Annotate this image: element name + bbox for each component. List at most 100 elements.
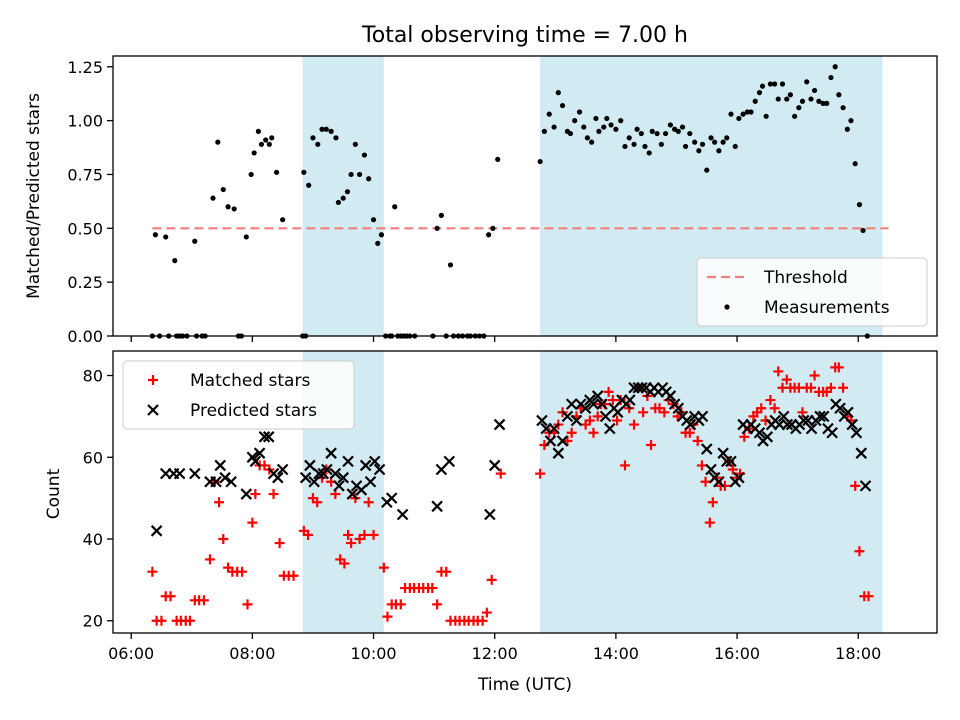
predicted-stars-point [672,402,685,414]
matched-stars-point [588,427,599,438]
x-tick-label: 14:00 [593,644,639,663]
measurement-point [763,113,769,119]
matched-stars-point [696,460,707,471]
measurement-point [642,143,648,150]
x-axis-label: Time (UTC) [477,675,572,695]
measurement-point [243,234,249,240]
x-tick-label: 08:00 [229,644,275,663]
measurement-point [740,111,746,117]
predicted-stars-point [333,480,345,492]
matched-stars-point [198,595,209,606]
matched-stars-point [566,427,577,438]
measurement-point [748,109,754,115]
predicted-stars-point [565,398,578,410]
measurement-point [675,128,681,134]
measurement-point [352,141,358,147]
bottom-panel: 20 40 60 80 06:00 08:00 10:00 12:00 14:00 16:00 18… [83,350,938,663]
matched-stars-point [184,615,195,626]
matched-stars-point [700,476,711,487]
predicted-stars-point [826,426,838,439]
measurement-point [438,212,444,218]
predicted-stars-point [725,455,737,468]
measurement-point [816,98,822,104]
measurement-point [601,124,607,130]
predicted-stars-point [364,476,377,488]
measurement-point [767,81,773,87]
matched-stars-point [395,599,406,610]
y-tick-label: 1.00 [67,112,103,131]
measurement-point [486,232,492,238]
measurement-point [796,105,802,111]
predicted-stars-point [443,455,456,468]
measurement-point [732,143,738,150]
matched-stars-point [486,574,497,585]
y-tick-label: 0.00 [67,327,103,346]
predicted-stars-point [150,525,163,537]
measurement-point [306,182,312,188]
measurement-point [559,102,566,109]
matched-stars-point [165,591,176,602]
matched-stars-point [346,538,357,549]
matched-stars-point [863,591,874,602]
measurement-point [775,96,781,102]
predicted-stars-point [225,476,237,488]
measurement-point [654,130,660,137]
x-tick-label: 16:00 [714,644,760,663]
predicted-stars-point [484,508,496,521]
measurement-point [712,139,718,145]
predicted-stars-point [664,390,677,402]
measurement-point [392,204,398,210]
matched-stars-point [247,517,258,528]
matched-stars-point [147,566,158,577]
measurement-point [172,258,178,264]
legend-label: Predicted stars [190,401,317,421]
matched-stars-point [646,440,657,450]
measurement-point [631,141,637,147]
top-panel: 0.00 0.25 0.50 0.75 1.00 1.25 Threshold Measure… [67,55,938,346]
matched-stars-point [481,607,492,618]
measurement-point [220,186,226,193]
predicted-stars-point [299,471,312,484]
measurement-point [812,87,818,94]
matched-stars-point [825,382,836,393]
predicted-stars-point [313,467,325,480]
predicted-stars-point [240,488,253,500]
matched-stars-point [629,419,640,430]
predicted-stars-point [249,455,262,468]
measurement-point [323,126,329,132]
predicted-stars-point [696,410,709,423]
predicted-stars-point [253,447,266,459]
y-tick-label: 0.50 [67,219,103,238]
axes-frame [112,55,938,337]
measurement-point [546,111,552,117]
measurement-point [852,161,858,167]
measurement-point [752,98,758,104]
measurement-point [840,105,846,111]
measurement-point [744,109,750,115]
predicted-stars-point [834,402,846,414]
measurement-point [319,126,325,132]
matched-stars-point [612,415,623,426]
measurement-point [787,92,793,98]
matched-stars-point [809,370,820,381]
measurement-point [608,122,614,128]
predicted-stars-point [189,467,201,480]
measurement-point [799,98,806,104]
measurement-point [375,240,381,246]
measurement-point [704,167,710,173]
predicted-stars-point [488,459,501,472]
matched-stars-point [312,497,323,508]
predicted-stars-point [781,418,794,431]
matched-stars-point [378,562,389,573]
matched-stars-point [382,611,393,622]
matched-stars-point [288,570,299,581]
measurement-point [736,115,742,122]
measurement-point [716,148,722,154]
predicted-stars-point [596,398,608,410]
predicted-stars-point [272,471,284,484]
measurement-point [251,150,257,156]
measurement-point [255,128,262,134]
matched-stars-point [739,431,750,442]
matched-stars-point [242,599,253,610]
